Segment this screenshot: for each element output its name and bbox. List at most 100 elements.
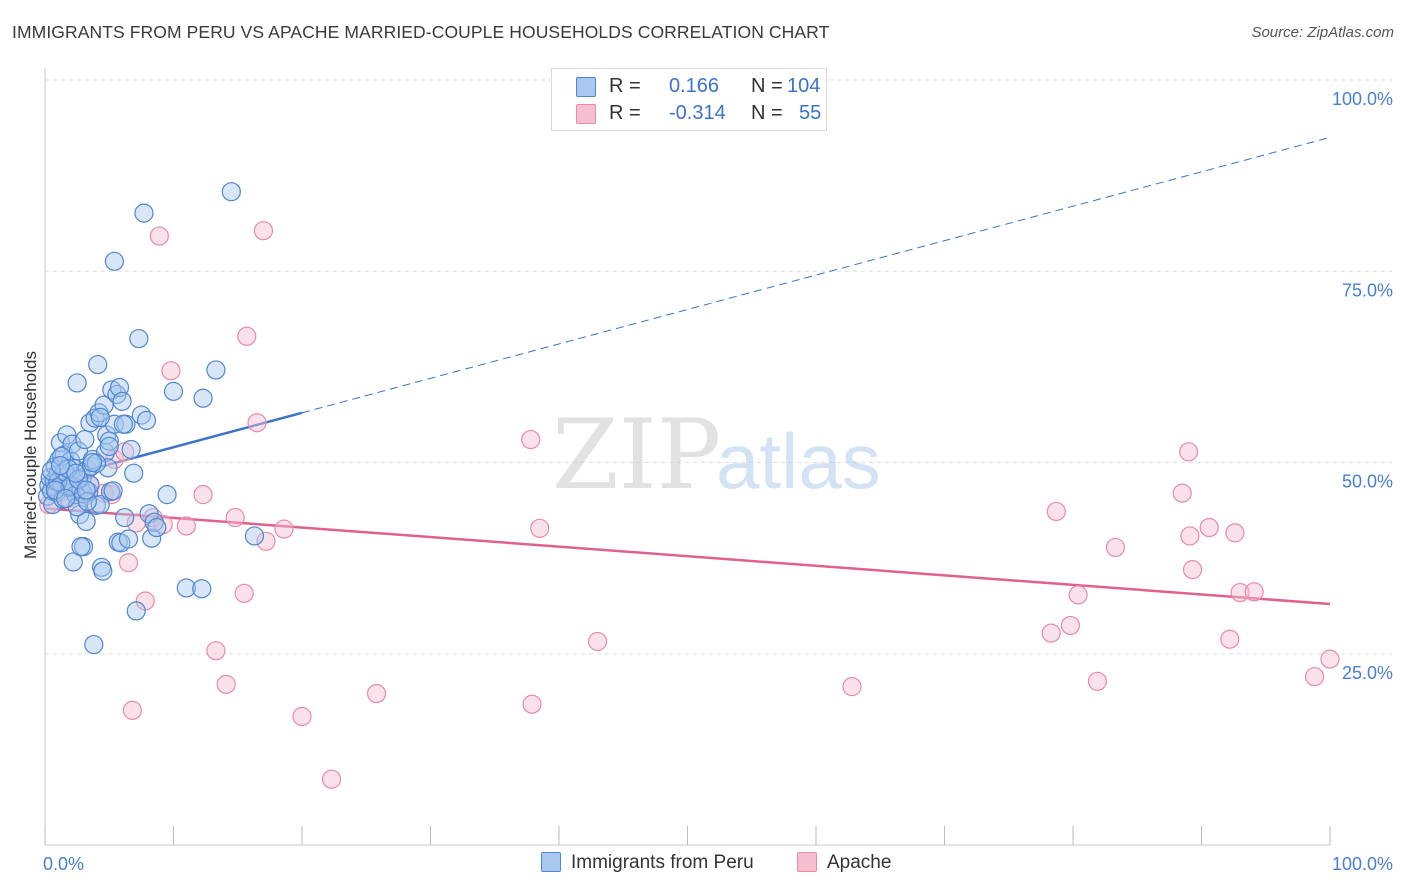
bottom-legend-apache: Apache xyxy=(797,852,891,874)
apache-point xyxy=(292,706,312,727)
peru-point xyxy=(129,328,149,349)
apache-point xyxy=(842,677,862,697)
apache-trend-line xyxy=(44,507,1331,606)
peru-point xyxy=(99,436,119,457)
peru-point xyxy=(115,507,135,528)
peru-points xyxy=(37,182,265,655)
peru-point xyxy=(244,526,265,546)
apache-point xyxy=(1068,585,1088,605)
peru-point xyxy=(85,408,105,428)
peru-point xyxy=(147,517,167,538)
apache-point xyxy=(193,485,213,505)
apache-point xyxy=(366,683,387,704)
peru-point xyxy=(41,461,62,481)
watermark-atlas: atlas xyxy=(716,417,881,505)
peru-point xyxy=(163,381,184,401)
apache-point xyxy=(1304,667,1325,687)
apache-point xyxy=(1244,582,1264,602)
apache-point xyxy=(1172,483,1192,503)
apache-point xyxy=(216,674,236,694)
peru-point xyxy=(176,578,196,598)
peru-point xyxy=(131,405,151,425)
apache-point xyxy=(247,413,267,433)
trend-lines xyxy=(44,136,1331,606)
bottom-legend-peru: Immigrants from Peru xyxy=(541,852,754,874)
source-label: Source: ZipAtlas.com xyxy=(1251,24,1394,41)
peru-point xyxy=(136,410,157,431)
apache-point xyxy=(1041,623,1061,643)
legend-r-value: 0.166 xyxy=(669,75,720,97)
apache-point xyxy=(587,631,608,652)
peru-point xyxy=(118,529,139,549)
peru-point xyxy=(94,395,114,415)
peru-point xyxy=(93,561,113,581)
bottom-legend-swatch-blue xyxy=(541,852,561,872)
peru-point xyxy=(67,373,87,393)
peru-point xyxy=(193,388,213,408)
apache-point xyxy=(176,516,196,536)
apache-point xyxy=(253,221,274,241)
y-tick-label: 75.0% xyxy=(1342,280,1393,300)
apache-point xyxy=(1060,615,1081,636)
apache-point xyxy=(1320,649,1340,669)
peru-point xyxy=(192,579,212,599)
y-tick-label: 25.0% xyxy=(1342,663,1393,683)
legend-swatch-pink xyxy=(576,104,596,124)
apache-point xyxy=(256,531,276,551)
legend-n-label: N = xyxy=(751,75,783,97)
watermark-zip: ZIP xyxy=(552,399,721,511)
peru-point xyxy=(75,429,95,450)
y-tick-label: 50.0% xyxy=(1342,472,1393,492)
apache-point xyxy=(1220,629,1240,649)
peru-point xyxy=(104,251,124,271)
x-tick-label-max: 100.0% xyxy=(1332,854,1393,874)
apache-point xyxy=(161,361,181,381)
peru-point xyxy=(142,528,162,548)
peru-point xyxy=(124,463,144,483)
peru-point xyxy=(63,552,83,572)
bottom-legend-swatch-pink xyxy=(797,852,817,872)
peru-point xyxy=(66,463,86,483)
peru-point xyxy=(84,634,104,655)
peru-point xyxy=(221,182,241,202)
peru-point xyxy=(98,458,118,478)
apache-point xyxy=(118,553,139,573)
legend-n-value: 104 xyxy=(787,75,821,97)
apache-point xyxy=(1087,671,1108,691)
peru-point xyxy=(126,601,146,621)
peru-point xyxy=(206,360,226,380)
peru-point xyxy=(103,481,123,501)
peru-point xyxy=(82,452,103,473)
apache-point xyxy=(1199,517,1219,538)
axes xyxy=(44,68,1331,846)
apache-point xyxy=(149,226,169,246)
peru-point xyxy=(71,537,91,557)
peru-point xyxy=(76,480,96,500)
bottom-legend-label-peru: Immigrants from Peru xyxy=(571,852,754,873)
watermark: ZIP atlas xyxy=(552,399,881,511)
legend-r-label: R = xyxy=(609,75,641,97)
correlation-legend: R = 0.166 N = 104 R = -0.314 N = 55 xyxy=(551,68,827,131)
legend-r-label: R = xyxy=(609,102,641,124)
peru-point xyxy=(55,488,76,509)
peru-point xyxy=(57,425,77,445)
apache-point xyxy=(1105,537,1126,558)
y-axis-label: Married-couple Households xyxy=(21,351,40,559)
peru-point xyxy=(80,475,100,495)
apache-point xyxy=(1179,442,1199,462)
peru-trend-dashed xyxy=(301,136,1331,414)
legend-n-label: N = xyxy=(751,102,783,124)
peru-point xyxy=(90,407,110,427)
apache-point xyxy=(521,429,541,450)
legend-r-value: -0.314 xyxy=(669,102,726,124)
apache-point xyxy=(122,700,142,720)
apache-point xyxy=(530,518,550,538)
apache-point xyxy=(206,641,226,661)
y-tick-label: 100.0% xyxy=(1332,89,1393,109)
apache-point xyxy=(321,769,342,789)
apache-point xyxy=(1230,582,1250,603)
apache-point xyxy=(1225,523,1245,543)
peru-point xyxy=(121,439,141,460)
peru-point xyxy=(144,512,164,532)
